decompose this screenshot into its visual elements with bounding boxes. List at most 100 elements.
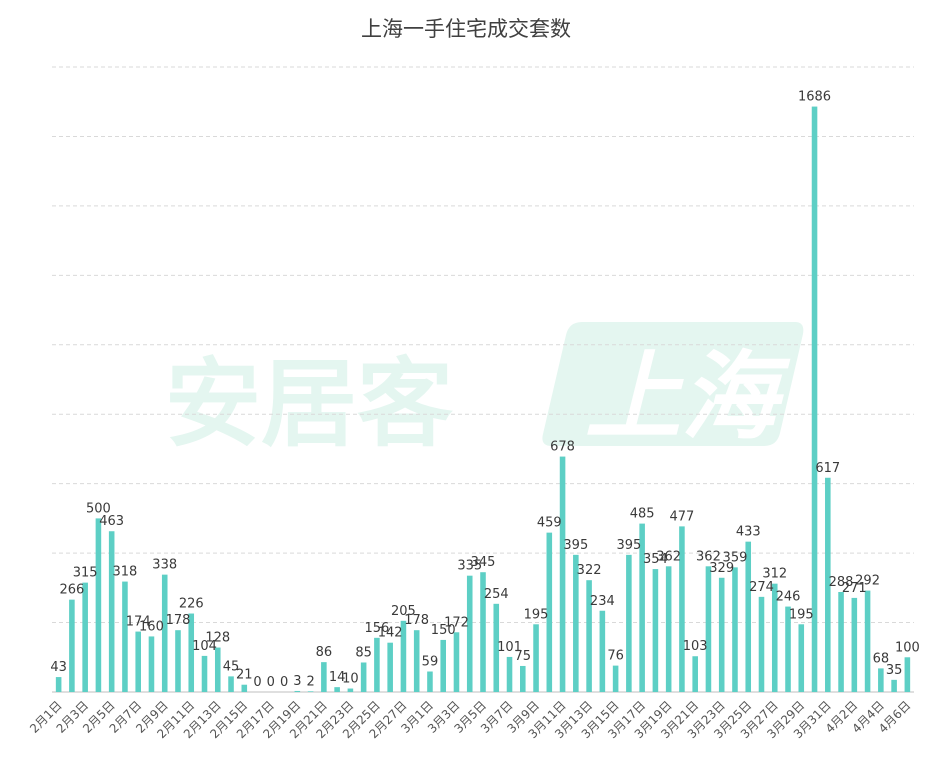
- bar-4月4日: [878, 668, 884, 692]
- bar-2月12日: [201, 655, 208, 692]
- bar-2月23日: [347, 688, 354, 692]
- bar-4月6日: [904, 657, 911, 692]
- bar-3月23日: [718, 577, 725, 692]
- bar-3月30日: [811, 106, 818, 692]
- bar-3月14日: [599, 610, 606, 692]
- bar-2月10日: [175, 630, 181, 692]
- data-label-3月5日: 345: [471, 555, 496, 570]
- data-label-2月7日: 174: [126, 615, 151, 630]
- bar-2月2日: [69, 599, 75, 692]
- bar-4月5日: [891, 679, 897, 692]
- bar-2月4日: [95, 518, 102, 692]
- bar-2月27日: [400, 620, 407, 692]
- data-label-3月1日: 59: [422, 655, 439, 670]
- data-label-2月15日: 21: [236, 668, 253, 683]
- bar-3月10日: [546, 532, 553, 693]
- data-label-2月5日: 463: [99, 514, 124, 529]
- anjuke-watermark: 安居客 上海: [165, 322, 804, 460]
- x-tick-labels: 2月1日2月3日2月5日2月7日2月9日2月11日2月13日2月15日2月17日…: [27, 698, 913, 741]
- data-label-2月27日: 205: [391, 604, 416, 619]
- data-label-3月18日: 354: [643, 552, 668, 567]
- bar-3月15日: [612, 665, 619, 692]
- bar-2月22日: [334, 687, 340, 692]
- bar-2月28日: [413, 630, 420, 692]
- data-label-3月15日: 76: [607, 649, 624, 664]
- bar-3月13日: [586, 580, 592, 692]
- bar-3月19日: [665, 566, 672, 692]
- bar-4月2日: [851, 597, 858, 692]
- data-label-2月18日: 0: [280, 675, 288, 690]
- bar-3月27日: [771, 583, 778, 692]
- data-label-4月1日: 288: [829, 575, 854, 590]
- bar-2月26日: [387, 642, 393, 692]
- bar-3月22日: [705, 566, 712, 692]
- bar-2月8日: [148, 636, 155, 692]
- data-label-3月12日: 395: [563, 538, 588, 553]
- data-label-2月26日: 142: [378, 626, 403, 641]
- data-label-2月21日: 86: [316, 645, 333, 660]
- data-label-3月20日: 477: [670, 509, 695, 524]
- data-label-3月19日: 362: [656, 549, 681, 564]
- watermark-badge-shape: [542, 322, 804, 446]
- bar-3月24日: [732, 567, 738, 692]
- data-label-2月6日: 318: [113, 565, 138, 580]
- bar-3月1日: [427, 671, 433, 692]
- bar-3月31日: [825, 477, 831, 692]
- chart-title: 上海一手住宅成交套数: [361, 17, 571, 41]
- data-label-2月3日: 315: [73, 566, 98, 581]
- data-label-2月11日: 226: [179, 597, 204, 612]
- bar-2月14日: [228, 676, 234, 693]
- bar-3月9日: [533, 624, 539, 692]
- data-label-4月6日: 100: [895, 640, 920, 655]
- bar-2月5日: [108, 531, 115, 692]
- bar-3月6日: [493, 603, 500, 692]
- data-label-4月2日: 271: [842, 581, 867, 596]
- data-label-3月25日: 433: [736, 525, 761, 540]
- data-label-2月17日: 0: [267, 675, 275, 690]
- data-label-2月25日: 156: [364, 621, 389, 636]
- data-label-3月13日: 322: [577, 563, 602, 578]
- bar-3月28日: [785, 606, 791, 692]
- bar-2月9日: [161, 574, 168, 692]
- data-label-3月14日: 234: [590, 594, 615, 609]
- bar-2月3日: [82, 582, 88, 693]
- data-label-2月13日: 128: [205, 631, 230, 646]
- data-label-2月20日: 2: [306, 674, 314, 689]
- data-label-2月8日: 160: [139, 619, 164, 634]
- bar-4月3日: [864, 590, 871, 692]
- data-label-2月14日: 45: [223, 659, 240, 674]
- bar-3月29日: [798, 624, 805, 692]
- value-labels: 4326631550046331817416033817822610412845…: [50, 90, 919, 690]
- data-label-3月6日: 254: [484, 587, 509, 602]
- bars: [55, 106, 911, 693]
- data-label-3月3日: 172: [444, 615, 469, 630]
- data-label-2月16日: 0: [253, 675, 261, 690]
- bar-2月20日: [307, 691, 314, 692]
- watermark-brand-text: 安居客: [165, 348, 453, 460]
- data-label-3月21日: 103: [683, 639, 708, 654]
- bar-2月19日: [294, 690, 301, 692]
- data-label-4月3日: 292: [855, 574, 880, 589]
- data-label-3月10日: 459: [537, 516, 562, 531]
- bar-3月26日: [758, 596, 765, 692]
- bar-3月7日: [506, 656, 513, 692]
- data-label-3月17日: 485: [630, 507, 655, 522]
- bar-4月1日: [838, 592, 844, 692]
- bar-3月17日: [639, 523, 645, 692]
- data-label-3月9日: 195: [524, 607, 549, 622]
- bar-3月3日: [453, 632, 460, 692]
- bar-3月21日: [692, 656, 698, 692]
- data-label-3月4日: 335: [457, 559, 482, 574]
- data-label-2月23日: 10: [342, 672, 359, 687]
- bar-2月11日: [188, 613, 195, 692]
- data-label-3月11日: 678: [550, 440, 575, 455]
- bar-3月5日: [480, 572, 486, 692]
- data-label-2月22日: 14: [329, 670, 346, 685]
- data-label-3月8日: 75: [515, 649, 532, 664]
- bar-3月25日: [745, 541, 752, 692]
- data-label-2月12日: 104: [192, 639, 217, 654]
- bar-2月7日: [135, 631, 141, 692]
- data-label-2月28日: 178: [404, 613, 429, 628]
